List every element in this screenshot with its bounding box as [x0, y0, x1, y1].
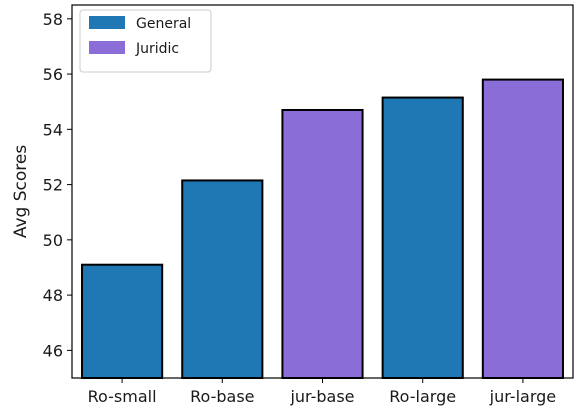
- y-tick-label: 56: [43, 65, 63, 84]
- y-tick-label: 48: [43, 286, 63, 305]
- legend-label-general: General: [136, 16, 191, 32]
- y-tick-label: 54: [43, 120, 63, 139]
- x-tick-label: jur-base: [289, 387, 354, 406]
- x-tick-label: jur-large: [489, 387, 556, 406]
- y-tick-label: 46: [43, 341, 63, 360]
- legend-swatch-juridic: [89, 41, 125, 54]
- bar-ro-base: [181, 179, 264, 379]
- y-axis-label: Avg Scores: [11, 145, 31, 239]
- legend: General Juridic: [79, 9, 212, 73]
- legend-label-juridic: Juridic: [135, 41, 179, 57]
- x-axis-ticks: Ro-small Ro-base jur-base Ro-large jur-large: [88, 378, 556, 406]
- y-tick-label: 50: [43, 231, 63, 250]
- x-tick-label: Ro-base: [190, 387, 254, 406]
- legend-swatch-general: [89, 16, 125, 29]
- y-axis-ticks: 46 48 50 52 54 56 58: [43, 10, 72, 360]
- bar-jur-large: [481, 78, 564, 379]
- bar-jur-base: [281, 108, 364, 380]
- bars-group: [81, 78, 564, 380]
- bar-ro-small: [81, 263, 164, 379]
- plot-frame: [71, 4, 574, 379]
- bar-ro-large: [381, 96, 464, 379]
- y-tick-label: 52: [43, 176, 63, 195]
- y-tick-label: 58: [43, 10, 63, 29]
- x-tick-label: Ro-small: [88, 387, 157, 406]
- x-tick-label: Ro-large: [389, 387, 456, 406]
